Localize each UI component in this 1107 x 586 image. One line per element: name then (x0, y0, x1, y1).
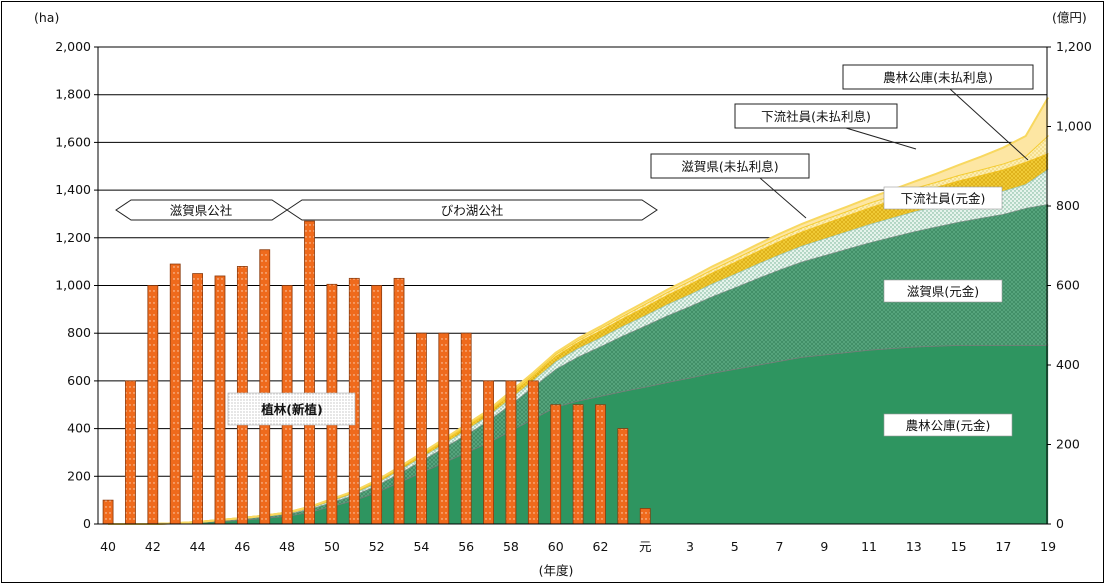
bar-41 (125, 380, 136, 525)
left-tick-label-5: 1,000 (55, 278, 91, 293)
bar-43 (169, 263, 181, 525)
right-tick-label-3: 600 (1056, 278, 1080, 293)
label-bars: 植林(新植) (227, 392, 356, 426)
x-tick-label-12: 元 (639, 539, 652, 554)
x-tick-label-21: 19 (1040, 539, 1056, 554)
x-tick-label-19: 15 (951, 539, 967, 554)
x-tick-label-0: 40 (100, 539, 116, 554)
callout-norin-interest: 農林公庫(未払利息) (842, 64, 1034, 161)
x-tick-label-11: 62 (593, 539, 609, 554)
phase-arrow-biwako: びわ湖公社 (286, 199, 658, 221)
bar-55 (438, 332, 450, 525)
label-shiga-principal-text: 滋賀県(元金) (907, 284, 979, 299)
x-tick-label-4: 48 (279, 539, 295, 554)
bar-52 (371, 285, 383, 525)
left-tick-label-9: 1,800 (55, 87, 91, 102)
x-axis-label: (年度) (539, 563, 574, 578)
x-tick-label-15: 7 (776, 539, 784, 554)
x-tick-label-1: 42 (145, 539, 161, 554)
bar-44 (192, 273, 204, 525)
left-tick-label-2: 400 (67, 421, 91, 436)
right-tick-label-0: 0 (1056, 516, 1064, 531)
x-tick-label-5: 50 (324, 539, 340, 554)
bar-56 (460, 332, 472, 525)
left-tick-label-6: 1,200 (55, 230, 91, 245)
label-bars-text: 植林(新植) (260, 402, 322, 417)
x-tick-label-13: 3 (686, 539, 694, 554)
right-tick-label-1: 200 (1056, 437, 1080, 452)
left-axis-ticks: 0 200 400 600 800 1,000 1,200 1,400 1,600 1,800 2,… (55, 39, 98, 531)
label-shiga-principal: 滋賀県(元金) (883, 279, 1003, 303)
bar-49 (304, 220, 315, 525)
label-norin-principal-text: 農林公庫(元金) (906, 418, 991, 433)
callout-norin-interest-text: 農林公庫(未払利息) (883, 70, 993, 85)
x-tick-label-2: 44 (190, 539, 206, 554)
bar-63 (617, 428, 629, 525)
x-tick-label-6: 52 (369, 539, 385, 554)
bar-54 (416, 332, 427, 525)
x-tick-label-3: 46 (234, 539, 250, 554)
x-axis-ticks: 40 42 44 46 48 50 52 54 56 58 60 62 元 3 5 7 9 11 13 15 17 19 (100, 539, 1056, 554)
left-tick-label-3: 600 (67, 373, 91, 388)
right-tick-label-2: 400 (1056, 357, 1080, 372)
left-tick-label-0: 0 (83, 516, 91, 531)
left-tick-label-10: 2,000 (55, 39, 91, 54)
bar-元 (639, 508, 651, 525)
right-axis-ticks: 0 200 400 600 800 1,000 1,200 (1047, 39, 1092, 531)
bar-61 (572, 404, 584, 525)
callout-shiga-interest-text: 滋賀県(未払利息) (681, 159, 778, 174)
left-tick-label-4: 800 (67, 325, 91, 340)
phase-arrow-shiga: 滋賀県公社 (115, 199, 288, 221)
x-tick-label-17: 11 (861, 539, 877, 554)
bar-62 (595, 404, 606, 525)
label-norin-principal: 農林公庫(元金) (883, 413, 1013, 437)
bar-58 (505, 380, 517, 525)
x-tick-label-20: 17 (995, 539, 1011, 554)
label-karyu-principal: 下流社員(元金) (883, 186, 1003, 210)
bar-42 (147, 285, 159, 525)
bar-45 (214, 275, 226, 525)
bar-57 (483, 380, 494, 525)
right-tick-label-5: 1,000 (1056, 119, 1092, 134)
right-axis-unit: (億円) (1052, 10, 1087, 25)
left-tick-label-1: 200 (67, 468, 91, 483)
x-tick-label-18: 13 (906, 539, 922, 554)
label-karyu-principal-text: 下流社員(元金) (901, 191, 986, 206)
x-tick-label-7: 54 (413, 539, 429, 554)
callout-karyu-interest: 下流社員(未払利息) (734, 103, 917, 150)
bar-47 (259, 249, 271, 525)
x-tick-label-16: 9 (820, 539, 828, 554)
area-2 (108, 169, 1049, 524)
left-tick-label-7: 1,400 (55, 182, 91, 197)
bar-53 (393, 277, 405, 525)
x-tick-label-8: 56 (458, 539, 474, 554)
right-tick-label-4: 800 (1056, 198, 1080, 213)
x-tick-label-14: 5 (731, 539, 739, 554)
bar-40 (102, 499, 114, 525)
x-tick-label-9: 58 (503, 539, 519, 554)
left-tick-label-8: 1,600 (55, 134, 91, 149)
phase-label-biwako: びわ湖公社 (441, 203, 504, 218)
bar-60 (550, 404, 562, 525)
x-tick-label-10: 60 (548, 539, 564, 554)
right-tick-label-6: 1,200 (1056, 39, 1092, 54)
callout-karyu-interest-text: 下流社員(未払利息) (761, 109, 871, 124)
left-axis-unit: (ha) (34, 10, 59, 25)
phase-label-shiga: 滋賀県公社 (170, 203, 233, 218)
callout-shiga-interest: 滋賀県(未払利息) (650, 153, 810, 219)
bar-59 (527, 380, 539, 525)
area-1 (108, 204, 1049, 524)
